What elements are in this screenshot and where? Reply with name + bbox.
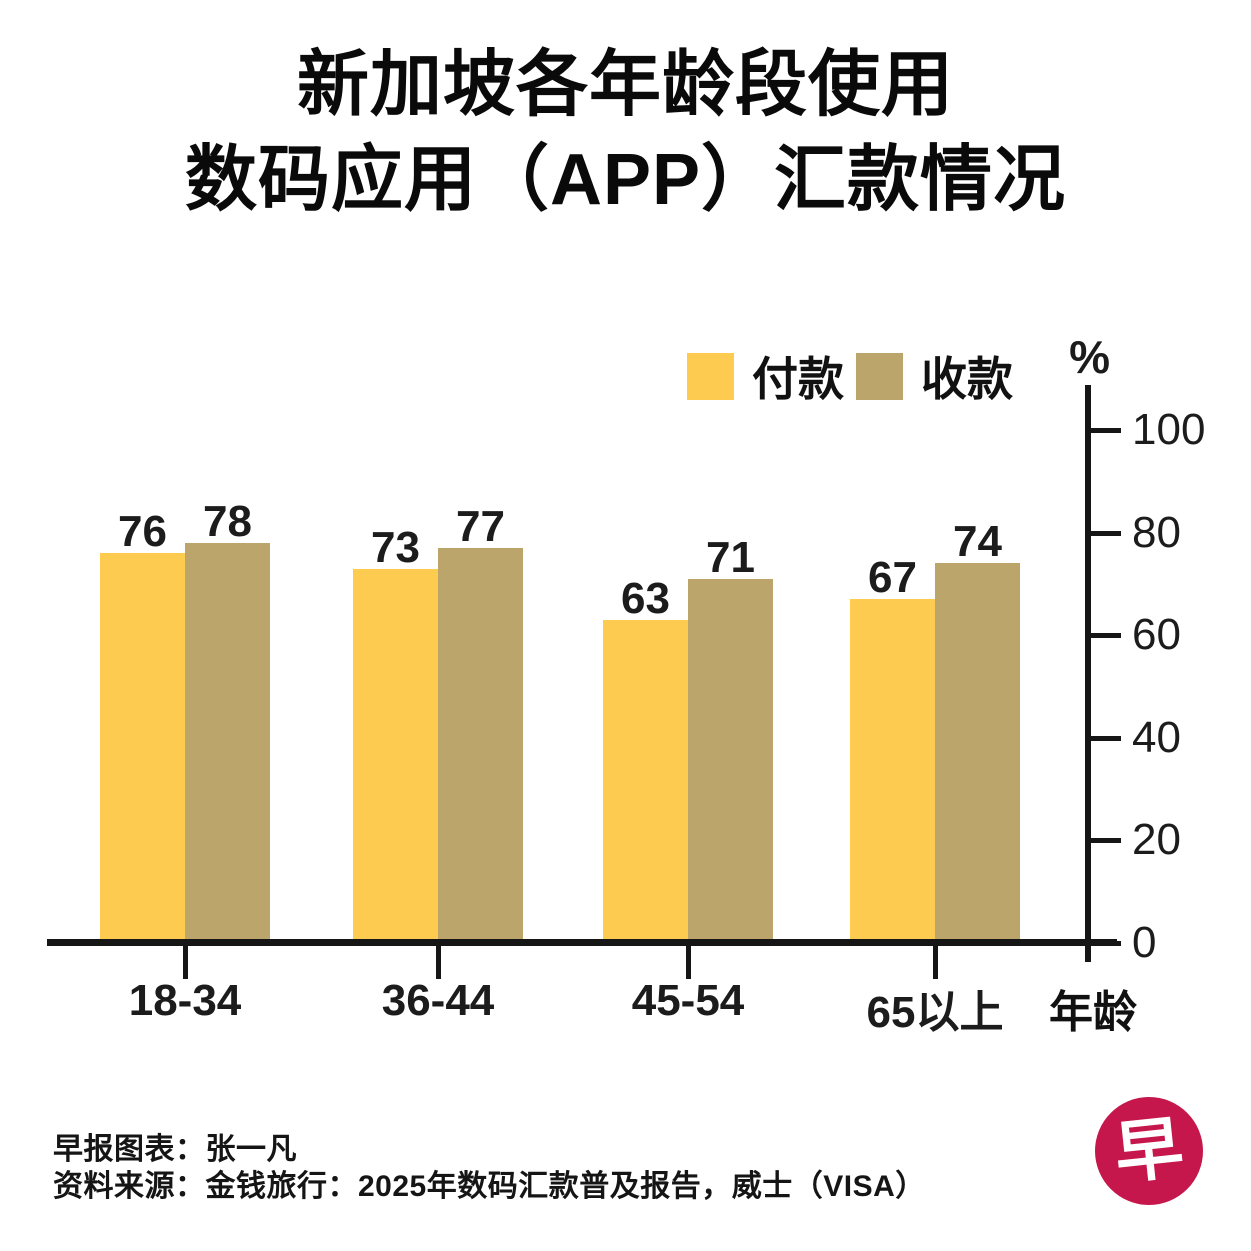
legend-label-receive: 收款 bbox=[921, 353, 1013, 405]
x-category-label-65以上: 65以上 bbox=[866, 988, 1004, 1037]
footer-credit: 早报图表：张一凡 bbox=[53, 1133, 297, 1166]
x-category-label-18-34: 18-34 bbox=[128, 976, 242, 1025]
x-category-label-45-54: 45-54 bbox=[631, 976, 745, 1025]
bar-receive-18-34 bbox=[185, 543, 270, 943]
bar-value-pay-65以上: 67 bbox=[868, 553, 917, 602]
y-tick-label-0: 0 bbox=[1132, 918, 1157, 967]
legend-swatch-pay bbox=[687, 352, 734, 400]
legend-item-receive: 收款 bbox=[856, 343, 1013, 409]
y-tick-label-80: 80 bbox=[1132, 507, 1181, 557]
bar-value-pay-36-44: 73 bbox=[371, 523, 420, 572]
x-axis-name-label: 年龄 bbox=[1049, 988, 1137, 1037]
bar-value-receive-36-44: 77 bbox=[456, 502, 505, 551]
chart-title-line-1: 新加坡各年龄段使用 bbox=[296, 45, 954, 125]
bar-value-receive-65以上: 74 bbox=[953, 517, 1002, 566]
legend-label-pay: 付款 bbox=[752, 353, 844, 405]
bar-pay-36-44 bbox=[353, 569, 438, 943]
y-tick-80 bbox=[1088, 530, 1121, 536]
x-tick-65以上 bbox=[933, 946, 938, 979]
chart-title-line-2: 数码应用（APP）汇款情况 bbox=[184, 140, 1067, 220]
y-tick-label-100: 100 bbox=[1132, 405, 1206, 454]
bar-pay-65以上 bbox=[850, 599, 935, 943]
bar-value-receive-45-54: 71 bbox=[706, 533, 755, 582]
legend-swatch-receive bbox=[856, 352, 903, 400]
x-category-label-36-44: 36-44 bbox=[381, 976, 495, 1025]
bar-pay-45-54 bbox=[603, 620, 688, 943]
y-axis-unit-label: % bbox=[1069, 331, 1110, 383]
bar-value-receive-18-34: 78 bbox=[203, 497, 252, 546]
y-tick-label-40: 40 bbox=[1132, 712, 1181, 762]
footer-source: 资料来源：金钱旅行：2025年数码汇款普及报告，威士（VISA） bbox=[53, 1170, 926, 1203]
bar-pay-18-34 bbox=[100, 553, 185, 943]
y-tick-40 bbox=[1088, 735, 1121, 741]
x-axis-line bbox=[47, 939, 1117, 946]
y-axis-line bbox=[1085, 385, 1091, 962]
y-tick-100 bbox=[1088, 428, 1121, 433]
legend-item-pay: 付款 bbox=[687, 343, 844, 409]
bar-value-pay-18-34: 76 bbox=[118, 507, 167, 556]
y-tick-60 bbox=[1088, 633, 1121, 639]
bar-value-pay-45-54: 63 bbox=[621, 574, 670, 623]
bar-receive-45-54 bbox=[688, 579, 773, 943]
zaobao-logo-char: 早 bbox=[1111, 1109, 1187, 1193]
y-tick-label-60: 60 bbox=[1132, 610, 1181, 660]
x-tick-36-44 bbox=[436, 946, 441, 979]
chart-title: 新加坡各年龄段使用 数码应用（APP）汇款情况 bbox=[0, 38, 1251, 228]
y-tick-label-20: 20 bbox=[1132, 815, 1181, 865]
y-tick-20 bbox=[1088, 838, 1121, 844]
x-tick-45-54 bbox=[686, 946, 691, 979]
bar-receive-65以上 bbox=[935, 563, 1020, 943]
x-tick-18-34 bbox=[183, 946, 188, 979]
bar-receive-36-44 bbox=[438, 548, 523, 943]
zaobao-logo: 早 bbox=[1095, 1097, 1203, 1205]
